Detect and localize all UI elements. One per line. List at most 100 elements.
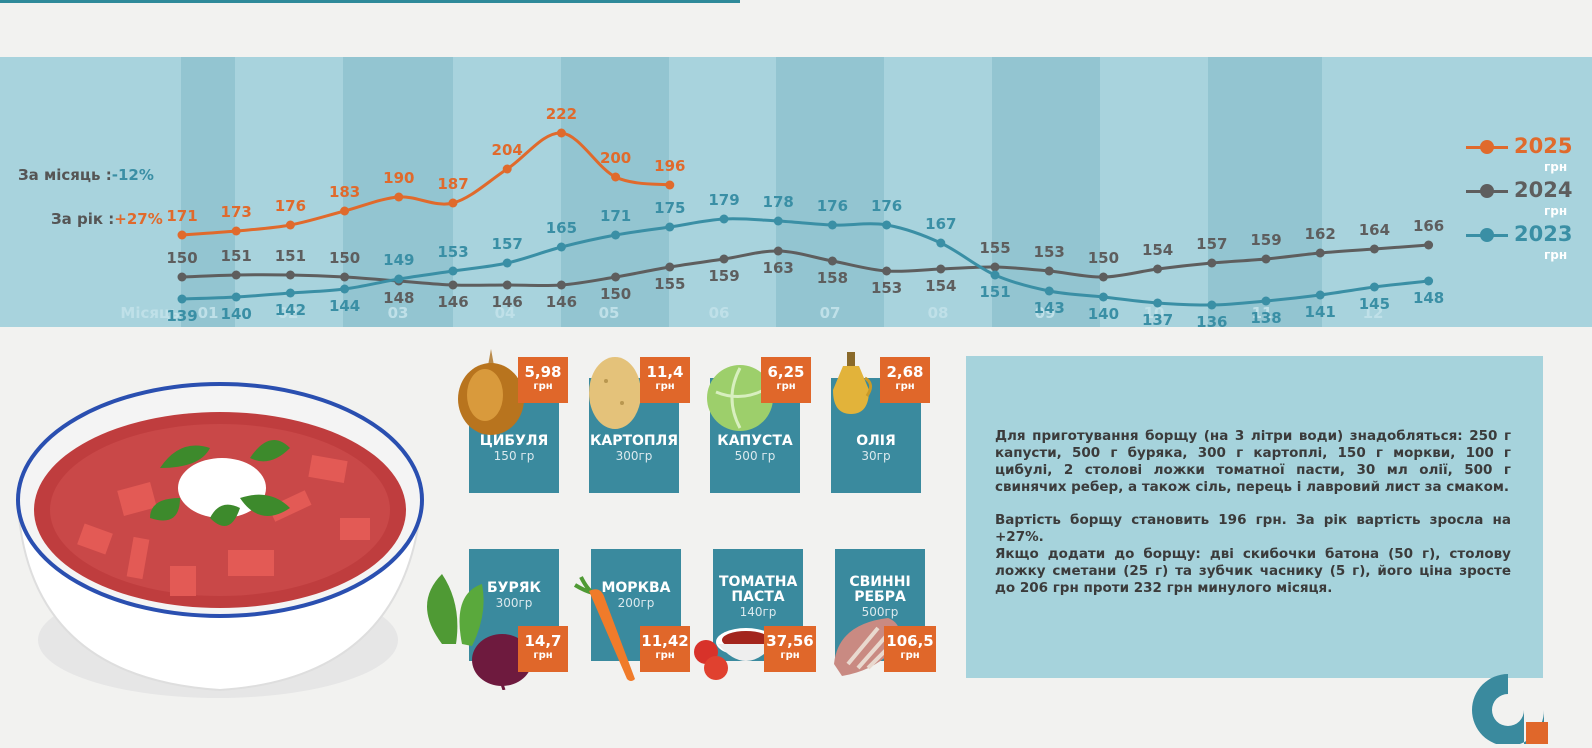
price-value: 14,7: [524, 632, 562, 650]
legend-year: 2024: [1514, 178, 1573, 202]
data-label-2023: 176: [871, 197, 902, 215]
year-change: За рік :+27%: [51, 210, 163, 228]
data-point-2023: [827, 220, 837, 230]
data-point-2023: [1207, 300, 1217, 310]
legend-unit: грн: [1544, 204, 1568, 218]
data-point-2024: [1153, 264, 1163, 274]
data-label-2024: 162: [1305, 225, 1336, 243]
x-tick-label: 07: [820, 304, 841, 322]
data-label-2023: 178: [763, 193, 794, 211]
legend-marker: [1480, 184, 1494, 198]
price-tag: 37,56 грн: [764, 626, 816, 672]
legend-item-2024: 2024 грн: [1462, 178, 1590, 222]
price-value: 6,25: [767, 363, 805, 381]
data-label-2024: 148: [383, 289, 414, 307]
data-label-2025: 171: [166, 207, 197, 225]
ingredient-quantity: 150 гр: [493, 449, 535, 463]
ingredient-quantity: 500гр: [861, 605, 899, 619]
data-point-2024: [1098, 272, 1108, 282]
year-change-value: +27%: [114, 210, 163, 228]
data-label-2023: 153: [437, 243, 468, 261]
price-tag: 11,4 грн: [640, 357, 690, 403]
ingredient-quantity: 200гр: [617, 596, 655, 610]
ingredient-name: МОРКВА: [601, 580, 671, 596]
data-point-2023: [1098, 292, 1108, 302]
data-point-2023: [882, 220, 892, 230]
x-tick-label: 01: [198, 304, 219, 322]
series-line-2024: [181, 243, 1429, 288]
price-tag: 2,68 грн: [880, 357, 930, 403]
price-value: 37,56: [766, 632, 814, 650]
price-tag: 6,25 грн: [761, 357, 811, 403]
data-label-2023: 137: [1142, 311, 1173, 327]
data-label-2024: 158: [817, 269, 848, 287]
price-unit: грн: [900, 650, 920, 661]
data-point-2023: [231, 292, 241, 302]
data-point-2024: [719, 254, 729, 264]
data-point-2024: [1044, 266, 1054, 276]
data-label-2023: 142: [275, 301, 306, 319]
data-label-2025: 187: [437, 175, 468, 193]
x-tick-label: 04: [495, 304, 516, 322]
data-label-2024: 154: [925, 277, 956, 295]
data-label-2023: 179: [708, 191, 739, 209]
data-label-2023: 157: [492, 235, 523, 253]
data-label-2023: 149: [383, 251, 414, 269]
data-label-2024: 153: [871, 279, 902, 297]
cost-paragraph: Вартість борщу становить 196 грн. За рік…: [995, 512, 1511, 545]
legend-item-2025: 2025 грн: [1462, 134, 1590, 178]
data-point-2025: [285, 220, 295, 230]
data-point-2024: [448, 280, 458, 290]
tomato-paste-image: [694, 628, 776, 680]
data-point-2024: [1424, 240, 1434, 250]
top-accent-line: [0, 0, 740, 3]
data-point-2024: [285, 270, 295, 280]
ingredient-name: КАРТОПЛЯ: [589, 433, 679, 449]
data-label-2023: 139: [166, 307, 197, 325]
month-change: За місяць :-12%: [18, 166, 154, 184]
ingredient-name: ЦИБУЛЯ: [479, 433, 549, 449]
price-value: 11,42: [641, 632, 689, 650]
data-label-2024: 159: [708, 267, 739, 285]
ingredient-name: ОЛІЯ: [856, 433, 896, 449]
data-point-2023: [611, 230, 621, 240]
data-label-2023: 175: [654, 199, 685, 217]
data-label-2025: 222: [546, 105, 577, 123]
data-point-2025: [448, 198, 458, 208]
data-label-2024: 155: [979, 239, 1010, 257]
data-point-2023: [719, 214, 729, 224]
x-tick-label: 10: [1144, 304, 1165, 322]
price-tag: 106,5 грн: [884, 626, 936, 672]
data-label-2023: 143: [1034, 299, 1065, 317]
data-label-2024: 150: [600, 285, 631, 303]
legend-unit: грн: [1544, 248, 1568, 262]
data-label-2024: 154: [1142, 241, 1173, 259]
x-tick-label: 09: [1035, 304, 1056, 322]
data-label-2023: 141: [1305, 303, 1336, 321]
data-point-2025: [502, 164, 512, 174]
data-point-2024: [665, 262, 675, 272]
data-point-2023: [502, 258, 512, 268]
data-point-2024: [556, 280, 566, 290]
legend-marker: [1480, 140, 1494, 154]
data-point-2025: [231, 226, 241, 236]
price-value: 2,68: [886, 363, 924, 381]
beetroot-image: [427, 574, 532, 690]
data-point-2023: [1153, 298, 1163, 308]
data-point-2023: [1424, 276, 1434, 286]
month-stripe: [776, 57, 884, 327]
data-label-2023: 145: [1359, 295, 1390, 313]
data-point-2023: [936, 238, 946, 248]
data-point-2024: [1315, 248, 1325, 258]
data-label-2023: 165: [546, 219, 577, 237]
month-change-label: За місяць :: [18, 166, 112, 184]
data-label-2024: 146: [492, 293, 523, 311]
data-point-2023: [556, 242, 566, 252]
data-label-2024: 151: [221, 247, 252, 265]
x-tick-label: 12: [1363, 304, 1384, 322]
data-point-2024: [1369, 244, 1379, 254]
price-unit: грн: [655, 650, 675, 661]
price-tag: 5,98 грн: [518, 357, 568, 403]
data-point-2023: [1261, 296, 1271, 306]
data-point-2024: [882, 266, 892, 276]
